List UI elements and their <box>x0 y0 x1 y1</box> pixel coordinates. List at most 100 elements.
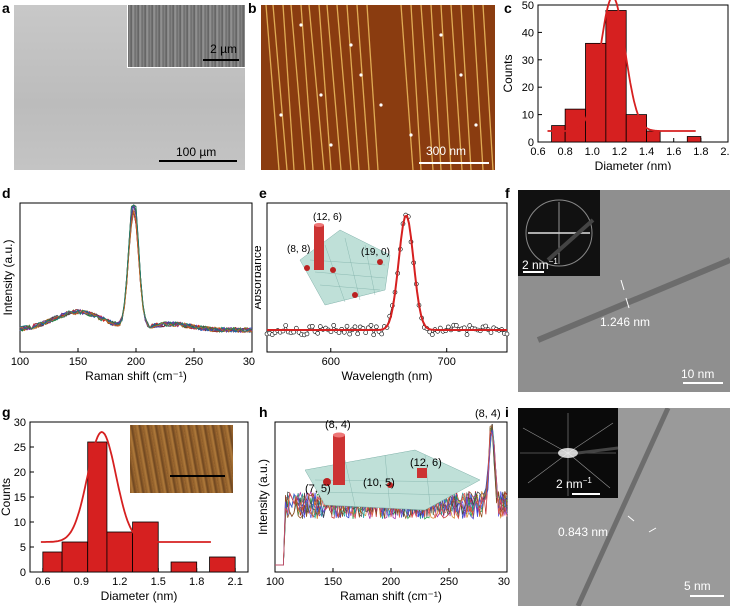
y-tick-label: 30 <box>522 55 534 67</box>
x-axis-label: Wavelength (nm) <box>342 369 433 383</box>
inset-scale-text: 2 nm−1 <box>556 476 592 491</box>
data-point <box>315 331 321 336</box>
chirality-label-mid: (10, 5) <box>363 477 395 489</box>
x-tick-label: 1.2 <box>612 146 627 158</box>
y-tick-label: 20 <box>14 467 26 479</box>
chirality-label-main: (8, 4) <box>325 419 351 431</box>
scale-bar-main <box>159 160 237 162</box>
y-tick-label: 25 <box>14 442 26 454</box>
histogram-g: 0.6 0.9 1.2 1.5 1.8 2.1 Diameter (nm) Counts 0 5 1… <box>0 417 249 603</box>
chirality-label-right: (19, 0) <box>361 247 390 258</box>
panel-g: g 0.6 0.9 1.2 1.5 1.8 2.1 Diameter (nm) Counts 0… <box>0 400 255 608</box>
scale-bar-inset <box>203 59 239 61</box>
data-point <box>504 331 510 337</box>
raman-line <box>19 210 253 333</box>
data-point <box>379 331 384 337</box>
raman-line <box>19 204 253 333</box>
data-point <box>344 323 350 329</box>
x-tick-label: 2.1 <box>228 576 243 588</box>
x-tick-label: 0.8 <box>557 146 572 158</box>
raman-line <box>275 425 508 566</box>
inset-scale-text: 2 nm−1 <box>522 257 558 272</box>
raman-line <box>275 430 508 566</box>
x-tick-label: 150 <box>69 356 87 368</box>
panel-a: a 2 µm 100 µm <box>0 0 245 170</box>
y-tick-label: 10 <box>14 517 26 529</box>
x-tick-label: 300 <box>498 576 510 588</box>
panel-h: h 100 150 200 250 300 Raman shift (cm⁻¹) Inten… <box>255 400 510 608</box>
x-tick-label: 1.2 <box>112 576 127 588</box>
data-point <box>318 324 323 329</box>
afm-inset-g <box>130 425 233 493</box>
histogram-bar <box>625 114 647 143</box>
x-tick-label: 0.6 <box>530 146 545 158</box>
sem-image: 2 µm 100 µm <box>14 5 245 170</box>
x-tick-label: 1.8 <box>189 576 204 588</box>
x-tick-label: 300 <box>243 356 255 368</box>
x-tick-label: 1.8 <box>693 146 708 158</box>
x-tick-label: 1.4 <box>639 146 654 158</box>
panel-label: f <box>505 185 510 201</box>
x-tick-label: 200 <box>127 356 145 368</box>
y-axis-label: Counts <box>0 478 13 516</box>
data-point <box>304 331 310 337</box>
x-tick-label: 150 <box>324 576 342 588</box>
x-tick-label: 250 <box>440 576 458 588</box>
panel-label: d <box>2 185 11 201</box>
x-tick-label: 600 <box>322 356 340 368</box>
data-point <box>336 330 342 335</box>
x-tick-label: 2.0 <box>720 146 730 158</box>
y-tick-label: 15 <box>14 492 26 504</box>
histogram-bar <box>585 42 607 143</box>
data-point <box>352 324 358 330</box>
sem-inset <box>127 5 245 68</box>
chirality-label-left: (8, 8) <box>287 244 310 255</box>
raman-line <box>19 211 253 333</box>
y-axis-label: Intensity (a.u.) <box>1 239 15 315</box>
data-point <box>488 330 494 335</box>
x-tick-label: 0.6 <box>35 576 50 588</box>
y-axis-label: Absorbance <box>255 245 264 309</box>
panel-f: f 2 nm−1 1.246 nm 10 nm <box>505 185 730 395</box>
y-axis-label: Intensity (a.u.) <box>256 459 270 535</box>
histogram-bar <box>605 10 627 143</box>
x-tick-label: 100 <box>266 576 284 588</box>
diameter-label: 1.246 nm <box>600 315 650 329</box>
chirality-map-h: (8, 4) (7, 5) (10, 5) (12, 6) <box>305 419 481 511</box>
histogram-bar <box>551 125 566 143</box>
chirality-bar <box>333 435 345 485</box>
panel-label: g <box>2 404 11 420</box>
x-axis-label: Diameter (nm) <box>101 589 178 603</box>
data-point <box>430 332 435 337</box>
y-tick-label: 10 <box>522 110 534 122</box>
histogram-bar <box>106 531 133 573</box>
raman-spectrum-h: 100 150 200 250 300 Raman shift (cm⁻¹) Intensi… <box>256 421 510 603</box>
panel-label: c <box>504 0 512 16</box>
raman-spectrum-d: 100 150 200 250 300 Raman shift (cm⁻¹) Intensi… <box>1 202 255 383</box>
panel-label: e <box>259 185 267 201</box>
tem-image-i: 2 nm−1 0.843 nm 5 nm <box>518 408 730 606</box>
data-point <box>464 332 470 337</box>
panel-b: b 300 nm <box>248 0 498 170</box>
absorbance-spectrum-e: 600 700 Wavelength (nm) Absorbance <box>255 202 510 383</box>
x-tick-label: 200 <box>382 576 400 588</box>
nanotube <box>575 408 671 606</box>
panel-label: i <box>505 404 509 420</box>
panel-label: a <box>2 0 10 16</box>
chirality-label-right: (12, 6) <box>410 457 442 469</box>
data-point <box>371 332 376 338</box>
x-tick-label: 0.9 <box>74 576 89 588</box>
chirality-map-e: (12, 6) (8, 8) (19, 0) <box>287 212 391 306</box>
plot-frame <box>266 202 508 353</box>
histogram-bar <box>209 556 236 573</box>
afm-image: 300 nm <box>261 5 495 170</box>
chirality-label-main: (12, 6) <box>313 212 342 223</box>
x-axis-label: Raman shift (cm⁻¹) <box>340 589 442 603</box>
panel-label: b <box>248 0 257 16</box>
data-point <box>283 323 289 328</box>
scale-text: 10 nm <box>681 367 714 381</box>
chirality-label-left: (7, 5) <box>305 483 331 495</box>
x-axis-label: Diameter (nm) <box>595 159 672 170</box>
data-point <box>483 323 488 329</box>
y-tick-label: 40 <box>522 27 534 39</box>
